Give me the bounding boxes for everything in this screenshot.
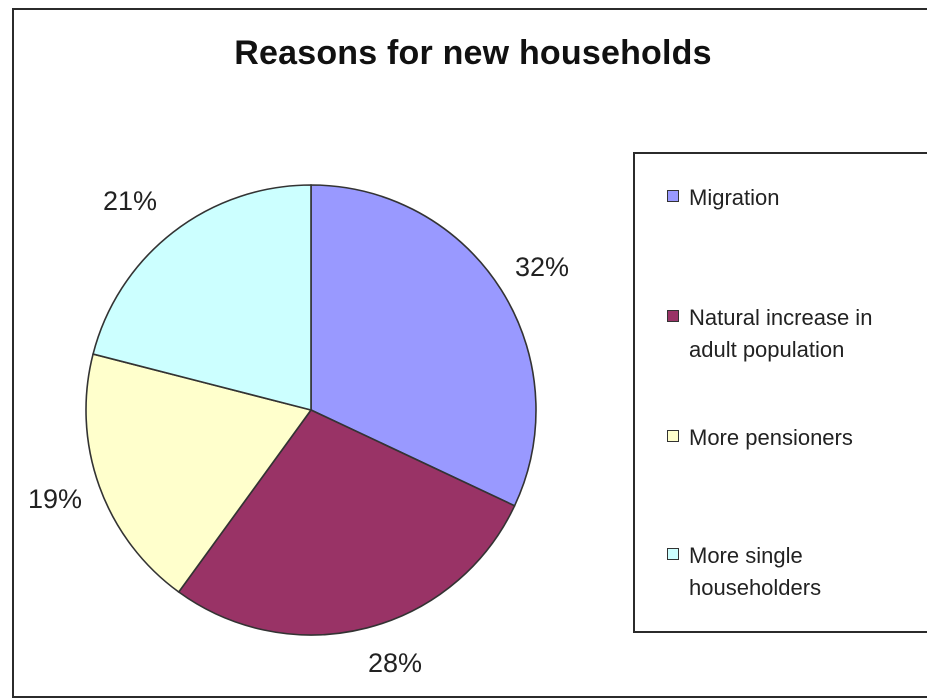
- legend-entry-migration: Migration: [667, 182, 919, 214]
- legend-label-more-pensioners: More pensioners: [689, 425, 853, 450]
- legend-label-migration: Migration: [689, 185, 780, 210]
- legend-label-single-householders: More single householders: [689, 543, 822, 600]
- pie-slice-single-householders: [92, 184, 312, 412]
- pie-chart: [85, 184, 537, 636]
- pie-slice-more-pensioners: [85, 353, 313, 594]
- legend-entry-more-pensioners: More pensioners: [667, 422, 919, 454]
- chart-legend: Migration Natural increase in adult popu…: [633, 152, 927, 633]
- legend-swatch-single-householders: [667, 548, 679, 560]
- legend-entry-single-householders: More single householders: [667, 540, 919, 604]
- chart-title: Reasons for new households: [234, 34, 712, 72]
- slice-label-natural-increase: 28%: [368, 648, 423, 678]
- slice-label-single-householders: 21%: [103, 186, 158, 216]
- legend-swatch-more-pensioners: [667, 430, 679, 442]
- pie-slice-migration: [310, 184, 537, 507]
- slice-label-migration: 32%: [515, 252, 570, 282]
- pie-slice-natural-increase: [177, 408, 516, 636]
- legend-swatch-natural-increase: [667, 310, 679, 322]
- legend-swatch-migration: [667, 190, 679, 202]
- legend-label-natural-increase: Natural increase in adult population: [689, 305, 873, 362]
- slice-label-more-pensioners: 19%: [28, 484, 83, 514]
- legend-entry-natural-increase: Natural increase in adult population: [667, 302, 919, 366]
